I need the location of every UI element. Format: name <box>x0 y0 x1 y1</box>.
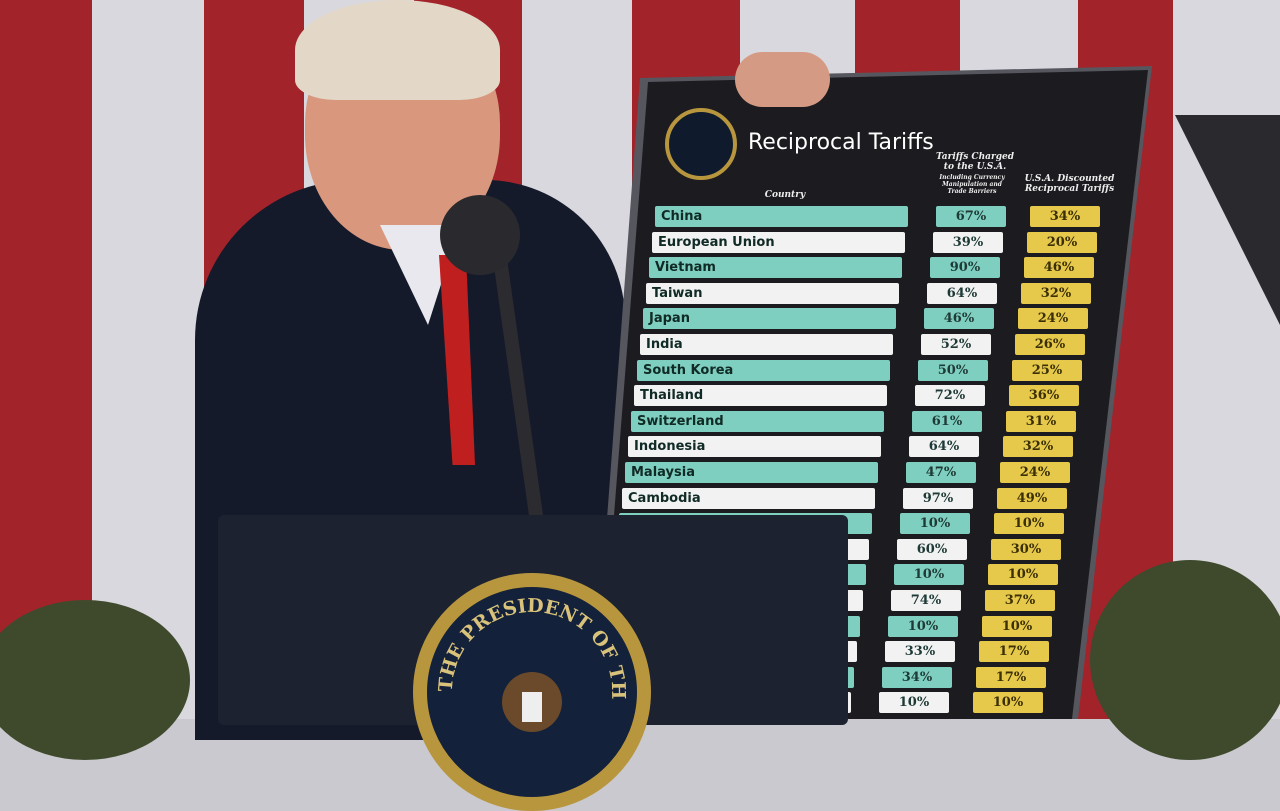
charged-tariff-cell: 64% <box>927 282 997 304</box>
reciprocal-tariff-cell: 25% <box>1012 359 1082 381</box>
reciprocal-tariff-cell: 10% <box>994 513 1064 535</box>
charged-tariff-cell: 72% <box>915 385 985 407</box>
charged-tariff-cell: 39% <box>933 231 1003 253</box>
charged-tariff-cell: 97% <box>903 487 973 509</box>
charged-tariff-cell: 10% <box>894 564 964 586</box>
reciprocal-tariff-cell: 31% <box>1006 410 1076 432</box>
header-charged-sub: Including Currency Manipulation and Trad… <box>939 174 1005 195</box>
flag-stripe <box>0 0 92 719</box>
plant <box>1090 560 1280 760</box>
charged-tariff-cell: 46% <box>924 308 994 330</box>
reciprocal-tariff-cell: 37% <box>985 590 1055 611</box>
charged-tariff-cell: 60% <box>897 538 967 560</box>
reciprocal-tariff-cell: 10% <box>973 692 1043 714</box>
reciprocal-tariff-cell: 20% <box>1027 231 1097 253</box>
charged-tariff-cell: 52% <box>921 334 991 355</box>
board-title: Reciprocal Tariffs <box>748 130 934 155</box>
charged-tariff-cell: 10% <box>888 615 958 637</box>
reciprocal-tariff-cell: 46% <box>1024 257 1094 279</box>
hair <box>295 0 500 100</box>
charged-tariff-cell: 10% <box>879 692 949 714</box>
header-reciprocal: U.S.A. Discounted Reciprocal Tariffs <box>1024 174 1115 194</box>
reciprocal-tariff-cell: 32% <box>1021 282 1091 304</box>
charged-tariff-cell: 74% <box>891 590 961 611</box>
reciprocal-tariff-cell: 24% <box>1000 462 1070 483</box>
charged-tariff-cell: 64% <box>909 436 979 458</box>
country-cell: India <box>640 334 893 355</box>
reciprocal-tariff-cell: 30% <box>991 538 1061 560</box>
podium: THE PRESIDENT OF THE UNITED <box>218 515 848 811</box>
presidential-seal-icon <box>665 108 737 180</box>
header-charged: Tariffs Charged to the U.S.A. <box>935 152 1015 172</box>
reciprocal-tariff-cell: 10% <box>982 615 1052 637</box>
reciprocal-tariff-cell: 36% <box>1009 385 1079 407</box>
reciprocal-tariff-cell: 10% <box>988 564 1058 586</box>
country-cell: Taiwan <box>646 282 899 304</box>
microphone-icon <box>440 195 520 275</box>
country-cell: European Union <box>652 231 905 253</box>
country-cell: Japan <box>643 308 896 330</box>
charged-tariff-cell: 10% <box>900 513 970 535</box>
reciprocal-tariff-cell: 49% <box>997 487 1067 509</box>
country-cell: Malaysia <box>625 462 878 483</box>
hand <box>735 52 830 107</box>
charged-tariff-cell: 50% <box>918 359 988 381</box>
charged-tariff-cell: 67% <box>936 206 1006 227</box>
charged-tariff-cell: 33% <box>885 641 955 663</box>
country-cell: South Korea <box>637 359 890 381</box>
reciprocal-tariff-cell: 32% <box>1003 436 1073 458</box>
header-country: Country <box>764 190 806 200</box>
country-cell: Switzerland <box>631 410 884 432</box>
flag-stripe <box>92 0 204 719</box>
charged-tariff-cell: 61% <box>912 410 982 432</box>
presidential-seal-icon: THE PRESIDENT OF THE UNITED <box>413 573 651 811</box>
reciprocal-tariff-cell: 24% <box>1018 308 1088 330</box>
country-cell: Vietnam <box>649 257 902 279</box>
country-cell: China <box>655 206 908 227</box>
country-cell: Cambodia <box>622 487 875 509</box>
charged-tariff-cell: 90% <box>930 257 1000 279</box>
reciprocal-tariff-cell: 26% <box>1015 334 1085 355</box>
country-cell: Thailand <box>634 385 887 407</box>
reciprocal-tariff-cell: 17% <box>976 666 1046 688</box>
reciprocal-tariff-cell: 34% <box>1030 206 1100 227</box>
reciprocal-tariff-cell: 17% <box>979 641 1049 663</box>
charged-tariff-cell: 34% <box>882 666 952 688</box>
charged-tariff-cell: 47% <box>906 462 976 483</box>
country-cell: Indonesia <box>628 436 881 458</box>
